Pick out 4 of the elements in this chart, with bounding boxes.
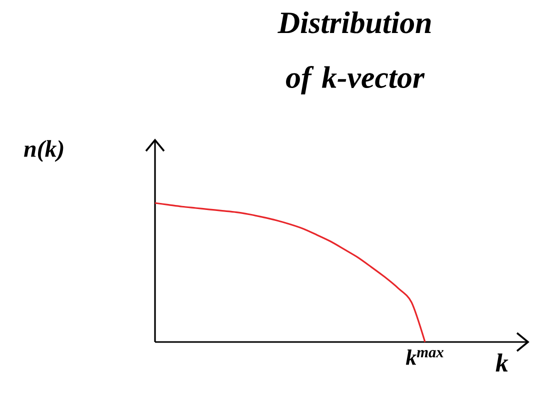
text: k$^{max}$	[406, 350, 444, 365]
y-axis-title: n(k)	[24, 140, 64, 162]
chart-title: Distribution of k-vector	[278, 12, 431, 94]
x-axis-title: k	[496, 354, 508, 372]
